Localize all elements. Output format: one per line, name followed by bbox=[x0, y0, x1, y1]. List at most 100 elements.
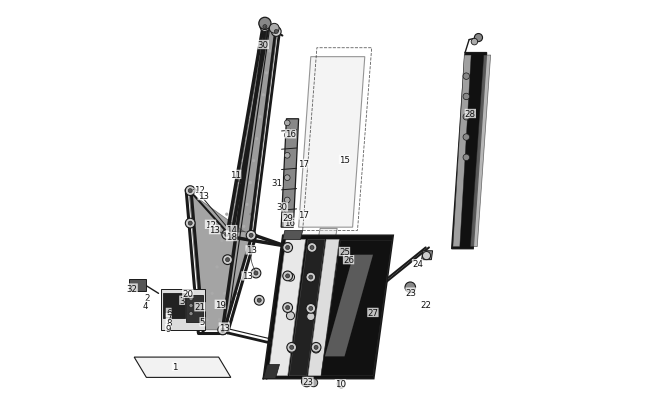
Text: 31: 31 bbox=[272, 179, 283, 188]
Text: 28: 28 bbox=[465, 110, 476, 119]
Polygon shape bbox=[321, 241, 392, 376]
Circle shape bbox=[247, 116, 250, 119]
Circle shape bbox=[189, 297, 193, 301]
Polygon shape bbox=[453, 56, 471, 247]
Circle shape bbox=[285, 153, 290, 159]
Text: 7: 7 bbox=[166, 313, 172, 322]
Circle shape bbox=[189, 312, 193, 316]
Circle shape bbox=[287, 343, 296, 352]
Polygon shape bbox=[161, 290, 205, 330]
Circle shape bbox=[255, 138, 259, 141]
Circle shape bbox=[274, 30, 278, 34]
Text: 17: 17 bbox=[298, 211, 309, 220]
Polygon shape bbox=[298, 58, 365, 228]
Circle shape bbox=[237, 213, 240, 216]
Circle shape bbox=[234, 203, 237, 207]
Circle shape bbox=[287, 273, 294, 281]
Circle shape bbox=[254, 271, 258, 275]
Circle shape bbox=[222, 230, 231, 240]
Polygon shape bbox=[263, 364, 280, 379]
Circle shape bbox=[285, 274, 290, 278]
Polygon shape bbox=[289, 240, 325, 376]
Polygon shape bbox=[452, 53, 487, 249]
Text: 19: 19 bbox=[214, 300, 226, 309]
Circle shape bbox=[288, 345, 296, 353]
Text: 6: 6 bbox=[166, 308, 172, 317]
Circle shape bbox=[285, 121, 290, 126]
Circle shape bbox=[223, 255, 233, 265]
Text: 15: 15 bbox=[339, 156, 350, 164]
Polygon shape bbox=[162, 294, 185, 318]
Circle shape bbox=[244, 239, 248, 243]
Circle shape bbox=[306, 273, 316, 282]
Circle shape bbox=[307, 313, 315, 321]
Circle shape bbox=[263, 26, 267, 30]
Circle shape bbox=[252, 160, 255, 163]
Text: 14: 14 bbox=[226, 226, 237, 234]
Polygon shape bbox=[283, 231, 303, 240]
Circle shape bbox=[257, 50, 260, 53]
Circle shape bbox=[272, 28, 281, 37]
Circle shape bbox=[220, 328, 225, 332]
Circle shape bbox=[285, 198, 290, 203]
Circle shape bbox=[250, 94, 254, 97]
Polygon shape bbox=[325, 255, 373, 356]
Circle shape bbox=[185, 219, 195, 228]
Text: 13: 13 bbox=[198, 192, 209, 200]
Circle shape bbox=[260, 23, 270, 32]
Text: 16: 16 bbox=[284, 218, 294, 227]
Polygon shape bbox=[263, 236, 393, 379]
Circle shape bbox=[185, 186, 195, 196]
Circle shape bbox=[309, 379, 318, 387]
Text: 17: 17 bbox=[298, 160, 309, 168]
Text: 27: 27 bbox=[367, 308, 378, 317]
Text: 9: 9 bbox=[165, 324, 170, 333]
Polygon shape bbox=[229, 28, 277, 233]
Polygon shape bbox=[189, 192, 251, 330]
Circle shape bbox=[259, 18, 271, 30]
Circle shape bbox=[314, 345, 318, 350]
Circle shape bbox=[287, 312, 294, 320]
Polygon shape bbox=[186, 296, 203, 322]
Circle shape bbox=[189, 304, 193, 308]
Circle shape bbox=[308, 244, 316, 252]
Circle shape bbox=[244, 138, 247, 141]
Text: 30: 30 bbox=[258, 41, 269, 50]
Circle shape bbox=[227, 266, 231, 269]
Circle shape bbox=[306, 304, 316, 313]
Circle shape bbox=[283, 303, 292, 313]
Circle shape bbox=[285, 133, 290, 139]
Circle shape bbox=[246, 203, 249, 207]
Text: 13: 13 bbox=[219, 323, 230, 332]
Circle shape bbox=[225, 233, 229, 237]
Circle shape bbox=[249, 234, 253, 238]
Circle shape bbox=[218, 318, 221, 322]
Circle shape bbox=[290, 345, 294, 350]
Text: 18: 18 bbox=[226, 232, 237, 241]
Text: 12: 12 bbox=[205, 220, 216, 229]
Circle shape bbox=[311, 343, 321, 352]
Circle shape bbox=[265, 72, 268, 75]
Text: 30: 30 bbox=[277, 203, 288, 212]
Circle shape bbox=[257, 298, 261, 303]
Text: 16: 16 bbox=[285, 130, 296, 139]
Text: 26: 26 bbox=[343, 256, 354, 264]
Polygon shape bbox=[422, 251, 433, 260]
Text: 13: 13 bbox=[242, 272, 253, 281]
Circle shape bbox=[463, 74, 469, 80]
Text: 23: 23 bbox=[302, 377, 313, 386]
Circle shape bbox=[235, 292, 238, 295]
Circle shape bbox=[215, 266, 218, 269]
Text: 2: 2 bbox=[144, 293, 150, 302]
Text: 29: 29 bbox=[282, 213, 293, 222]
Circle shape bbox=[262, 94, 265, 97]
Circle shape bbox=[250, 213, 253, 216]
Polygon shape bbox=[129, 279, 146, 292]
Text: 12: 12 bbox=[194, 186, 205, 195]
Circle shape bbox=[463, 114, 469, 121]
Circle shape bbox=[251, 269, 261, 278]
Text: 25: 25 bbox=[339, 247, 350, 256]
Polygon shape bbox=[268, 240, 306, 376]
Circle shape bbox=[285, 218, 290, 224]
Text: 20: 20 bbox=[182, 289, 193, 298]
